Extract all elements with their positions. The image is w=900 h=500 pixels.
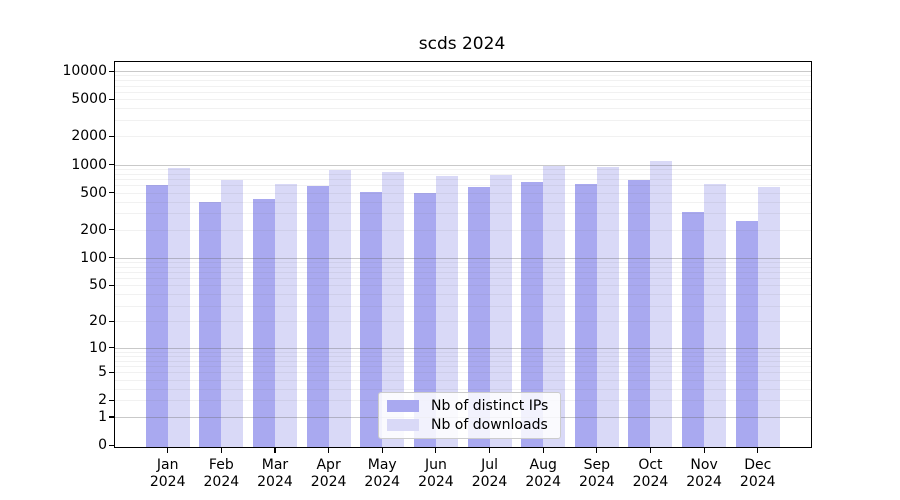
x-tick-label: Apr 2024 [310,457,347,490]
minor-gridline [115,91,811,93]
y-tick-label: 5 [98,364,107,381]
x-tick-label: Dec 2024 [739,457,776,490]
bar-ips-apr [306,185,329,447]
bar-ips-nov [682,212,705,447]
bar-downloads-jul [489,174,512,447]
bar-ips-may [360,191,383,447]
y-tick-mark [109,70,114,72]
y-tick-mark [109,135,114,138]
bar-ips-sep [574,184,597,447]
x-tick-mark [274,448,276,453]
x-tick-mark [435,448,437,453]
y-tick-label: 1 [98,408,107,425]
x-tick-label: Aug 2024 [525,457,561,490]
x-tick-label: Feb 2024 [203,457,240,490]
y-tick-label: 2 [98,392,107,409]
y-tick-mark [109,371,114,373]
y-tick-mark [109,164,114,166]
y-tick-mark [109,320,114,323]
x-tick-label: May 2024 [364,457,401,490]
chart-title: scds 2024 [418,34,506,54]
bar-ips-mar [252,198,275,447]
x-tick-mark [488,448,491,453]
distinct-ips-swatch [387,400,419,412]
x-tick-mark [220,448,222,453]
x-tick-mark [381,448,383,453]
legend-item-distinct-ips: Nb of distinct IPs [387,398,552,414]
x-tick-label: Jul 2024 [471,457,508,490]
y-tick-label: 1000 [71,156,107,173]
minor-gridline [115,75,811,77]
legend-label-distinct-ips: Nb of distinct IPs [431,398,549,414]
bar-downloads-sep [596,167,619,447]
bar-downloads-feb [221,179,244,447]
y-tick-mark [109,98,114,100]
minor-gridline [115,85,811,87]
x-tick-mark [542,448,544,453]
x-tick-mark [167,448,169,453]
bar-downloads-mar [274,183,297,447]
bar-ips-jul [467,187,490,447]
downloads-swatch [387,419,419,431]
y-tick-mark [109,444,114,446]
y-tick-label: 50 [89,277,107,294]
bar-downloads-jun [435,175,458,447]
x-tick-label: Nov 2024 [686,457,722,490]
y-tick-label: 500 [80,184,107,201]
y-tick-label: 5000 [71,91,107,108]
minor-gridline [115,168,811,170]
bar-downloads-aug [543,165,566,447]
y-tick-mark [109,399,114,402]
bar-downloads-dec [757,186,780,447]
x-tick-label: Mar 2024 [257,457,293,490]
legend: Nb of distinct IPs Nb of downloads [378,392,561,439]
x-tick-label: Sep 2024 [578,457,615,490]
bar-downloads-nov [704,184,727,447]
minor-gridline [115,108,811,110]
x-tick-mark [328,448,330,453]
y-tick-mark [109,192,114,194]
bar-downloads-apr [328,170,351,447]
bar-ips-dec [735,220,758,447]
major-gridline [115,71,811,73]
bar-ips-oct [628,179,651,447]
y-tick-mark [109,229,114,231]
minor-gridline [115,99,811,101]
bar-ips-jan [145,185,168,447]
minor-gridline [115,173,811,175]
y-tick-label: 20 [89,313,107,330]
minor-gridline [115,179,811,181]
bar-downloads-oct [650,161,673,447]
y-tick-label: 0 [98,437,107,453]
x-tick-mark [757,448,759,453]
y-tick-label: 100 [80,249,107,266]
x-tick-mark [596,448,598,453]
minor-gridline [115,136,811,138]
bar-downloads-may [382,172,405,447]
legend-label-downloads: Nb of downloads [431,417,548,433]
y-tick-label: 2000 [71,128,107,145]
y-tick-label: 200 [80,221,107,238]
x-tick-label: Jan 2024 [149,457,186,490]
legend-item-downloads: Nb of downloads [387,417,552,433]
y-tick-mark [109,347,114,349]
y-tick-mark [109,257,114,259]
x-tick-mark [649,448,652,453]
x-tick-label: Oct 2024 [632,457,669,490]
x-tick-mark [703,448,705,453]
bar-ips-feb [199,202,222,447]
y-tick-label: 10 [89,339,107,356]
bar-ips-jun [413,192,436,447]
bar-ips-aug [521,182,544,447]
major-gridline [115,164,811,166]
y-tick-mark [109,416,114,418]
y-tick-label: 10000 [62,63,107,80]
x-tick-label: Jun 2024 [418,457,454,490]
bar-downloads-jan [167,168,190,447]
y-tick-mark [109,284,114,287]
minor-gridline [115,80,811,82]
minor-gridline [115,120,811,121]
